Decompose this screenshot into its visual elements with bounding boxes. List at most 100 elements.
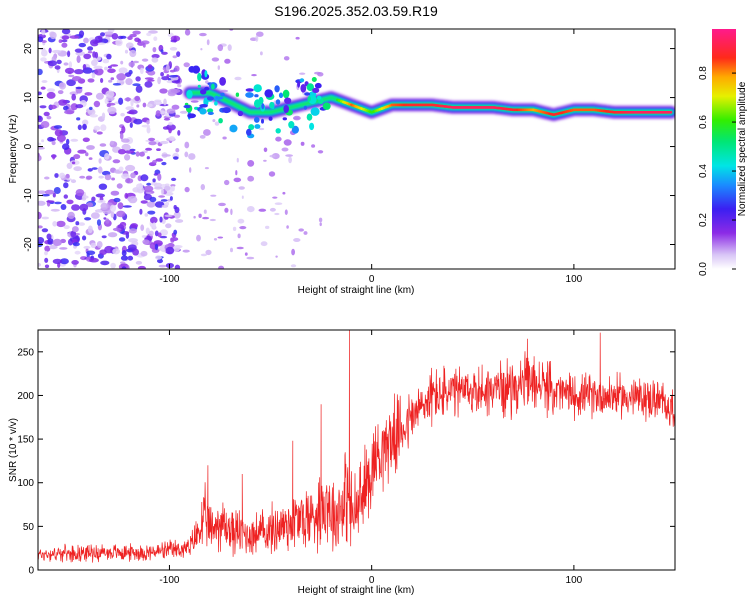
- noise-blob: [86, 145, 95, 150]
- noise-blob: [161, 204, 169, 208]
- noise-blob: [40, 57, 47, 62]
- noise-blob: [234, 76, 242, 81]
- noise-blob: [54, 65, 61, 70]
- noise-blob: [49, 138, 57, 141]
- noise-blob: [286, 225, 289, 229]
- x-tick-label: -100: [159, 575, 179, 586]
- ridge-blob: [229, 124, 238, 133]
- noise-blob: [107, 68, 116, 74]
- noise-blob: [291, 248, 295, 256]
- noise-blob: [210, 194, 217, 197]
- noise-blob: [110, 64, 119, 67]
- noise-blob: [94, 68, 104, 76]
- noise-blob: [158, 195, 166, 198]
- ridge-blob: [278, 92, 284, 99]
- noise-blob: [41, 193, 50, 197]
- x-tick-label: 100: [566, 575, 583, 586]
- noise-blob: [154, 186, 163, 190]
- noise-blob: [247, 175, 255, 182]
- noise-blob: [203, 129, 211, 136]
- noise-blob: [141, 124, 151, 128]
- noise-blob: [41, 80, 48, 83]
- noise-blob: [90, 242, 97, 248]
- y-tick-label: 0: [23, 143, 34, 149]
- noise-blob: [48, 104, 57, 110]
- noise-blob: [121, 143, 131, 151]
- noise-blob: [63, 182, 69, 189]
- noise-blob: [52, 49, 62, 54]
- noise-blob: [41, 216, 50, 220]
- noise-blob: [87, 108, 96, 116]
- noise-blob: [168, 75, 178, 78]
- noise-blob: [87, 78, 95, 83]
- noise-blob: [44, 189, 55, 195]
- noise-blob: [122, 205, 132, 208]
- noise-blob: [177, 84, 182, 88]
- noise-blob: [78, 222, 85, 226]
- noise-blob: [119, 81, 125, 85]
- noise-blob: [237, 233, 241, 239]
- noise-blob: [132, 248, 140, 256]
- noise-blob: [64, 110, 75, 115]
- noise-blob: [120, 112, 125, 117]
- noise-blob: [53, 125, 63, 129]
- snr-series: [38, 330, 675, 563]
- noise-blob: [103, 217, 107, 220]
- noise-blob: [38, 68, 43, 76]
- noise-blob: [61, 42, 68, 48]
- ridge-blob: [235, 92, 240, 97]
- ridge-blob: [261, 118, 264, 124]
- noise-blob: [123, 115, 132, 124]
- x-tick-label: 0: [369, 575, 375, 586]
- noise-blob: [100, 32, 105, 37]
- ridge-blob: [222, 107, 231, 114]
- ridge-blob: [282, 117, 287, 121]
- noise-blob: [161, 51, 168, 55]
- noise-blob: [118, 97, 124, 106]
- noise-blob: [146, 103, 153, 108]
- noise-blob: [40, 121, 50, 128]
- noise-blob: [158, 264, 167, 268]
- noise-blob: [259, 127, 265, 131]
- noise-blob: [159, 229, 168, 236]
- noise-blob: [217, 44, 224, 52]
- noise-blob: [121, 173, 130, 180]
- noise-blob: [284, 209, 288, 215]
- noise-blob: [89, 114, 99, 118]
- noise-blob: [68, 61, 73, 69]
- noise-blob: [153, 182, 162, 188]
- noise-blob: [126, 42, 134, 49]
- noise-blob: [298, 228, 305, 232]
- noise-blob: [258, 208, 267, 212]
- noise-blob: [121, 266, 127, 269]
- noise-blob: [175, 219, 184, 223]
- noise-blob: [38, 154, 42, 162]
- noise-blob: [190, 100, 199, 103]
- noise-blob: [134, 95, 141, 102]
- noise-blob: [173, 114, 181, 118]
- noise-blob: [125, 78, 133, 86]
- noise-blob: [146, 201, 156, 208]
- noise-blob: [44, 176, 50, 180]
- noise-blob: [157, 173, 162, 181]
- snr-axes: -100 0 100 0 50 100 150 200 250: [17, 330, 675, 586]
- noise-blob: [44, 61, 48, 64]
- noise-blob: [271, 153, 280, 160]
- noise-blob: [160, 49, 164, 53]
- noise-blob: [143, 185, 154, 192]
- noise-blob: [75, 86, 83, 90]
- noise-blob: [169, 69, 176, 73]
- y-tick-label: 100: [17, 478, 34, 489]
- noise-blob: [89, 106, 93, 111]
- noise-blob: [41, 228, 49, 233]
- y-tick-label: 150: [17, 435, 34, 446]
- ridge-blob: [299, 78, 305, 83]
- noise-blob: [116, 183, 123, 189]
- noise-blob: [139, 208, 143, 215]
- ridge-blob: [245, 88, 254, 92]
- noise-blob: [161, 76, 170, 81]
- noise-blob: [146, 32, 152, 37]
- noise-blob: [61, 29, 71, 35]
- noise-blob: [282, 191, 286, 195]
- noise-blob: [199, 32, 207, 37]
